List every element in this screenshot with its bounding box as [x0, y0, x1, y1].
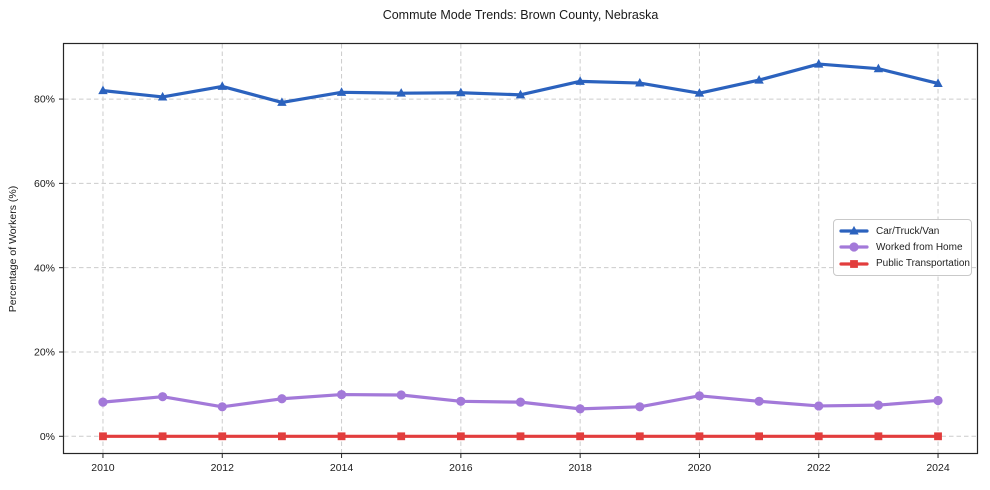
chart-title: Commute Mode Trends: Brown County, Nebra…: [382, 8, 659, 22]
x-tick-label: 2020: [688, 462, 712, 474]
legend-item-car-truck-van: Car/Truck/Van: [839, 223, 965, 239]
data-point-marker: [755, 432, 763, 441]
data-point-marker: [396, 390, 406, 400]
x-tick-label: 2024: [926, 462, 950, 474]
data-point-marker: [695, 432, 704, 441]
data-point-marker: [814, 58, 824, 68]
data-point-marker: [217, 402, 227, 412]
data-point-marker: [635, 402, 645, 412]
data-point-marker: [158, 392, 168, 402]
data-point-marker: [99, 432, 107, 441]
plot-border: [62, 42, 979, 455]
data-point-marker: [456, 87, 466, 97]
data-point-marker: [814, 401, 824, 411]
data-point-marker: [635, 77, 645, 87]
data-point-marker: [874, 432, 883, 441]
data-point-marker: [456, 396, 466, 406]
legend-sample-marker: [849, 242, 859, 253]
legend: Car/Truck/Van Worked from Home Public Tr…: [833, 219, 972, 276]
x-tick-label: 2016: [449, 462, 473, 474]
data-point-marker: [933, 78, 943, 87]
x-tick-label: 2012: [211, 462, 235, 474]
data-point-marker: [515, 397, 526, 407]
legend-sample-marker: [850, 259, 858, 268]
y-tick-label: 40%: [34, 262, 55, 274]
x-tick-label: 2018: [568, 462, 592, 474]
legend-line-sample-icon: [839, 242, 869, 253]
data-point-marker: [694, 391, 705, 401]
data-point-marker: [98, 85, 108, 95]
data-point-marker: [934, 432, 942, 441]
data-point-marker: [397, 432, 406, 441]
data-point-marker: [516, 432, 525, 441]
legend-line-sample-icon: [839, 226, 869, 235]
data-point-marker: [576, 432, 585, 441]
y-tick-label: 60%: [34, 178, 55, 190]
data-point-marker: [218, 432, 227, 441]
y-tick-label: 80%: [34, 94, 55, 106]
data-point-marker: [933, 395, 943, 406]
legend-line-sample-icon: [839, 259, 869, 268]
data-point-marker: [217, 81, 227, 90]
legend-label: Worked from Home: [876, 241, 963, 253]
legend-item-public-transportation: Public Transportation: [839, 256, 970, 272]
data-point-marker: [277, 394, 287, 404]
legend-sample-marker: [849, 226, 859, 235]
y-tick-label: 20%: [34, 347, 55, 359]
data-point-marker: [277, 97, 287, 106]
data-point-marker: [158, 432, 167, 441]
x-tick-label: 2010: [91, 462, 115, 474]
data-point-marker: [575, 76, 585, 85]
data-point-marker: [814, 432, 823, 441]
x-tick-label: 2014: [330, 462, 354, 474]
data-point-marker: [157, 91, 168, 101]
legend-label: Public Transportation: [876, 258, 970, 270]
data-point-marker: [754, 396, 764, 406]
data-point-marker: [694, 88, 705, 97]
data-point-marker: [336, 389, 347, 400]
data-point-marker: [337, 432, 346, 441]
data-point-marker: [873, 63, 884, 73]
legend-item-worked-from-home: Worked from Home: [839, 239, 965, 255]
data-point-marker: [278, 432, 286, 441]
data-point-marker: [396, 88, 406, 97]
legend-label: Car/Truck/Van: [876, 225, 940, 237]
data-point-marker: [754, 74, 764, 84]
data-point-marker: [635, 432, 644, 441]
y-tick-label: 0%: [40, 431, 55, 443]
data-point-marker: [456, 432, 465, 441]
data-point-marker: [575, 404, 585, 414]
data-point-marker: [873, 400, 883, 410]
data-point-marker: [98, 397, 108, 407]
data-point-marker: [515, 89, 526, 99]
x-tick-label: 2022: [807, 462, 831, 474]
data-point-marker: [336, 87, 347, 96]
